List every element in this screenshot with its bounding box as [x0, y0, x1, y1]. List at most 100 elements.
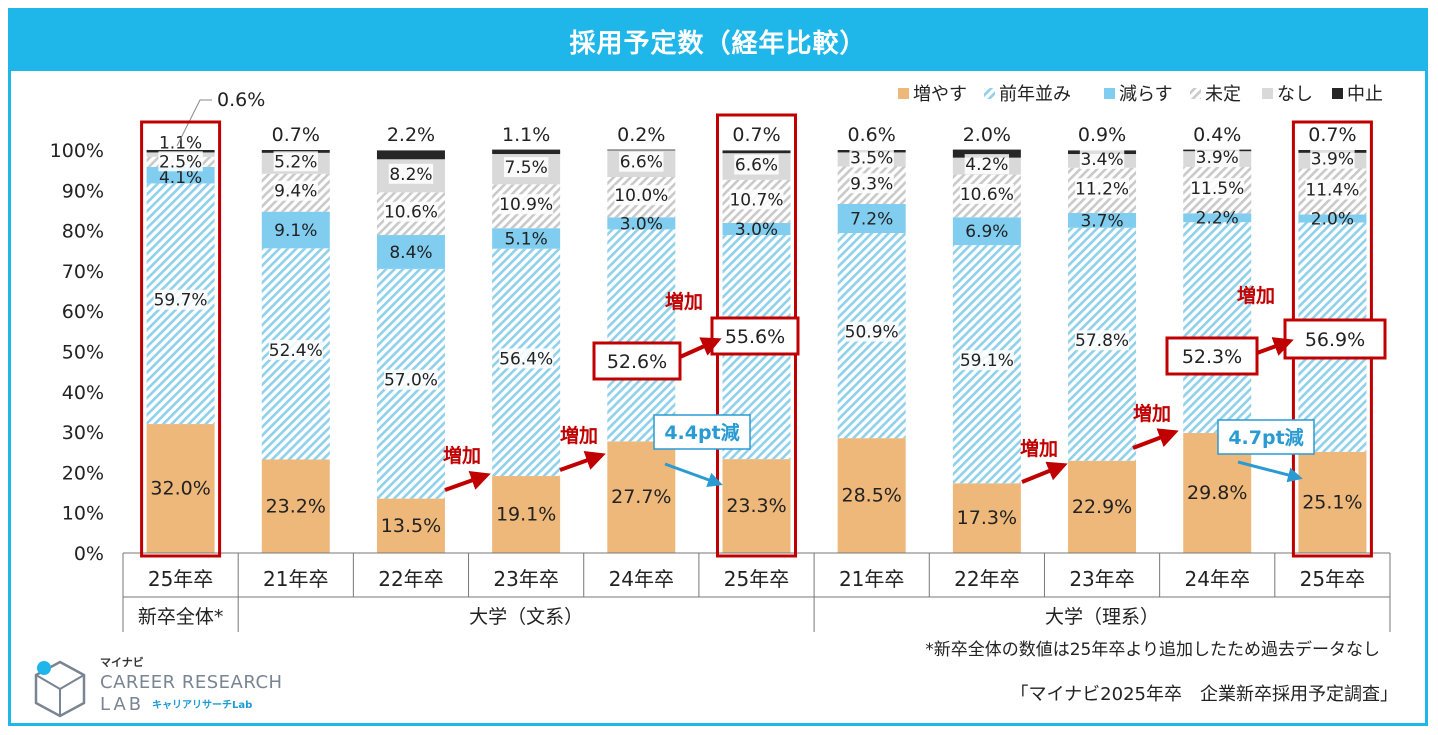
data-label-increase: 17.3%: [957, 507, 1017, 529]
bar-segment-increase: [837, 438, 906, 553]
data-label-stop: 0.2%: [617, 124, 665, 146]
bunkei-decrease-note-box: [653, 414, 751, 450]
chart-title: 採用予定数（経年比較）: [11, 11, 1425, 71]
bar-segment-increase: [146, 424, 215, 553]
data-label-same-bg: [383, 369, 438, 390]
data-label-undecided-bg: [383, 201, 438, 222]
data-label-stop: 0.7%: [272, 124, 320, 146]
x-group-label: 大学（理系）: [1045, 606, 1159, 628]
footnote: *新卒全体の数値は25年卒より追加したため過去データなし: [925, 639, 1380, 660]
bar-segment-increase: [1068, 460, 1137, 553]
data-label-increase: 25.1%: [1302, 491, 1362, 513]
data-label-stop: 2.0%: [963, 124, 1011, 146]
data-label-undecided: 10.6%: [384, 203, 438, 223]
data-label-none: 4.2%: [965, 155, 1008, 175]
rikei-curr-value: 56.9%: [1305, 329, 1365, 351]
data-label-same-bg: [844, 321, 899, 342]
legend-label-same: 前年並み: [999, 84, 1071, 105]
rikei-curr-value-box: [1283, 318, 1387, 360]
data-label-stop: 0.7%: [732, 124, 780, 146]
data-label-same-bg: [959, 350, 1014, 371]
data-label-decrease: 4.1%: [159, 168, 202, 188]
data-label-increase: 29.8%: [1187, 482, 1247, 504]
data-label-undecided: 10.6%: [960, 185, 1014, 205]
x-tick-label: 23年卒: [493, 567, 558, 591]
data-label-undecided: 11.4%: [1305, 181, 1359, 201]
bar-segment-same: [1183, 222, 1252, 433]
data-label-none: 8.2%: [389, 165, 432, 185]
data-label-none-bg: [619, 151, 664, 172]
bunkei-prev-value: 52.6%: [607, 351, 667, 373]
legend-label-undecided: 未定: [1205, 84, 1241, 105]
y-tick-label: 50%: [62, 342, 104, 364]
increase-label: 増加: [1133, 402, 1171, 425]
logo-kana: キャリアリサーチLab: [152, 699, 252, 711]
increase-label: 増加: [1237, 284, 1275, 307]
data-label-undecided-bg: [273, 180, 318, 201]
bar-segment-stop: [146, 150, 215, 153]
data-label-same: 59.7%: [154, 291, 208, 311]
data-label-none-bg: [964, 154, 1010, 175]
data-label-none-bg: [503, 157, 549, 178]
y-tick-label: 20%: [62, 462, 104, 484]
data-label-decrease: 5.1%: [505, 229, 548, 249]
data-label-none-bg: [273, 151, 318, 172]
data-label-decrease: 3.0%: [620, 214, 663, 234]
data-label-stop: 0.4%: [1193, 124, 1241, 146]
bunkei-prev-value-box: [592, 341, 682, 381]
data-label-undecided-bg: [1305, 179, 1360, 200]
data-label-undecided: 11.5%: [1190, 179, 1244, 199]
rikei-decrease-note-box: [1217, 419, 1315, 455]
y-tick-label: 90%: [62, 180, 104, 202]
logo-line1: CAREER RESEARCH: [100, 672, 283, 693]
legend-swatch-decrease: [1104, 88, 1115, 99]
bar-segment-increase: [376, 498, 445, 553]
bar-segment-decrease: [607, 217, 676, 230]
data-label-increase: 13.5%: [381, 515, 441, 537]
logo-top-text: マイナビ: [100, 655, 144, 669]
bar-segment-decrease: [952, 217, 1021, 246]
data-label-none: 3.5%: [850, 148, 893, 168]
data-label-same: 57.8%: [1075, 331, 1129, 351]
data-label-same: 52.4%: [269, 341, 323, 361]
rikei-increase-arrow: [1256, 337, 1294, 356]
x-tick-label: 25年卒: [148, 567, 213, 591]
data-label-stop: 1.1%: [502, 124, 550, 146]
bunkei-decrease-arrow: [664, 462, 723, 487]
x-tick-label: 24年卒: [609, 567, 674, 591]
y-tick-label: 30%: [62, 422, 104, 444]
x-tick-label: 25年卒: [1300, 567, 1365, 591]
data-label-stop: 2.2%: [387, 124, 435, 146]
bar-segment-decrease: [837, 204, 906, 234]
rikei-prev-value-box: [1165, 336, 1259, 376]
data-label-none: 1.1%: [159, 133, 202, 153]
data-label-same: 56.4%: [499, 349, 553, 369]
logo-dot-icon: [37, 661, 51, 675]
bar-segment-decrease: [261, 211, 330, 249]
y-tick-label: 80%: [62, 221, 104, 243]
data-label-increase: 27.7%: [611, 486, 671, 508]
bar-segment-decrease: [1183, 213, 1252, 223]
data-label-none-bg: [1310, 148, 1355, 169]
data-label-decrease: 2.0%: [1311, 210, 1354, 230]
callout-line: [176, 99, 212, 147]
bar-segment-increase: [952, 483, 1021, 553]
data-label-increase: 28.5%: [842, 485, 902, 507]
data-label-undecided: 9.3%: [850, 174, 893, 194]
bar-segment-decrease: [376, 235, 445, 269]
x-tick-label: 22年卒: [954, 567, 1019, 591]
data-label-none-bg: [1079, 148, 1125, 169]
legend-label-none: なし: [1277, 84, 1313, 105]
y-tick-label: 70%: [62, 261, 104, 283]
data-label-increase: 23.2%: [266, 495, 326, 517]
data-label-none-bg: [849, 147, 894, 168]
increase-label: 増加: [560, 424, 598, 447]
x-tick-label: 22年卒: [378, 567, 443, 591]
data-label-increase: 19.1%: [496, 504, 556, 526]
bunkei-curr-value-box: [710, 316, 800, 356]
data-label-undecided-bg: [158, 151, 203, 172]
data-label-undecided-bg: [1190, 178, 1245, 199]
bunkei-increase-arrow: [679, 337, 722, 359]
data-label-same: 57.0%: [384, 371, 438, 391]
